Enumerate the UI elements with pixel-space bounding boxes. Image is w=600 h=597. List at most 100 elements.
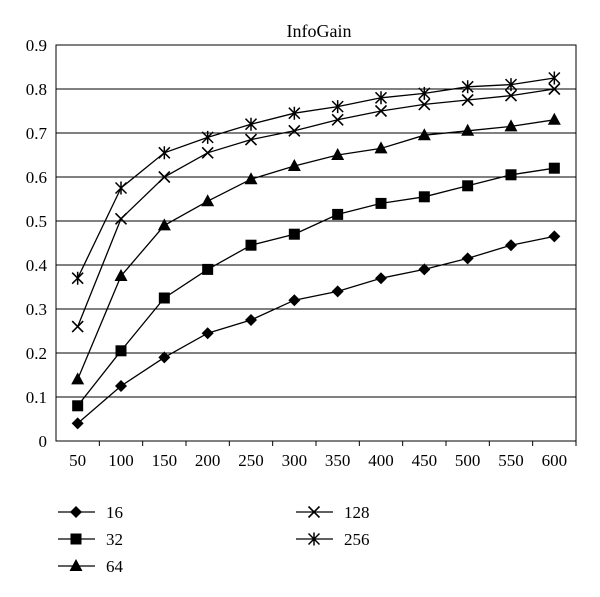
chart-title: InfoGain [287,21,352,41]
data-point [201,130,214,144]
data-point [244,117,258,131]
data-point [374,91,388,105]
data-point [504,119,518,132]
data-point [157,218,171,231]
data-point [158,351,171,364]
data-point [71,372,85,385]
x-tick-label: 550 [498,451,524,470]
y-tick-label: 0.8 [26,80,47,99]
data-point [71,271,84,285]
legend-label: 32 [106,530,123,549]
data-point [505,169,517,181]
x-tick-label: 450 [412,451,438,470]
data-point [374,141,388,154]
data-point [461,93,474,107]
series-line [77,167,555,407]
data-point [504,89,518,102]
legend-marker [307,505,321,519]
data-point [201,194,215,207]
x-tick-label: 200 [195,451,221,470]
data-point [547,112,561,125]
data-point [72,400,84,412]
data-point [202,263,214,275]
series-line [77,77,555,279]
legend-marker [70,533,82,545]
data-point [548,82,561,96]
y-tick-label: 0 [39,432,48,451]
x-tick-label: 50 [69,451,86,470]
data-point [114,181,128,195]
series-64 [71,112,561,385]
x-tick-label: 600 [542,451,568,470]
data-point [462,180,474,192]
data-point [71,320,84,333]
y-tick-label: 0.5 [26,212,47,231]
data-point [244,172,258,185]
data-point [201,327,214,340]
legend: 16 32 64 128 256 [58,503,370,576]
legend-label: 64 [106,557,124,576]
plot-frame [55,44,577,442]
legend-label: 16 [106,503,123,522]
y-tick-label: 0.9 [26,36,47,55]
data-point [115,345,127,357]
data-point [417,128,431,141]
data-point [418,86,431,100]
series-line [77,88,555,327]
y-axis: 0 0.1 0.2 0.3 0.4 0.5 0.6 0.7 0.8 0.9 [26,36,48,451]
data-point [331,100,344,114]
legend-item-32: 32 [58,530,123,549]
legend-label: 128 [344,503,370,522]
y-tick-label: 0.4 [26,256,48,275]
data-point [548,71,561,85]
data-point [374,104,388,118]
legend-item-128: 128 [296,503,370,522]
data-point [331,113,344,126]
data-point [158,170,171,184]
data-point [288,294,301,307]
series-layer [71,71,561,430]
data-point [375,197,387,209]
series-line [77,119,555,380]
data-point [375,272,387,285]
data-point [71,417,84,430]
y-tick-label: 0.2 [26,344,47,363]
data-point [461,252,474,265]
legend-marker [69,559,83,571]
data-point [114,212,128,225]
series-line [77,235,555,424]
data-point [245,239,257,251]
legend-label: 256 [344,530,370,549]
data-point [158,146,171,160]
data-point [244,133,258,146]
series-16 [71,230,561,430]
data-point [331,148,345,160]
x-tick-label: 350 [325,451,351,470]
data-point [504,78,518,92]
legend-marker [307,532,321,546]
data-point [201,146,214,159]
data-point [288,106,301,120]
x-tick-label: 100 [108,451,134,470]
grid [56,88,576,398]
data-point [548,162,560,174]
y-tick-label: 0.1 [26,388,47,407]
data-point [461,80,474,94]
data-point [461,123,475,136]
x-tick-label: 150 [152,451,178,470]
data-point [114,269,128,281]
data-point [245,314,257,326]
data-point [288,124,301,137]
series-256 [71,71,561,285]
data-point [158,292,170,304]
x-tick-label: 400 [368,451,394,470]
legend-item-256: 256 [296,530,370,549]
legend-item-16: 16 [58,503,123,522]
data-point [548,230,561,243]
y-tick-label: 0.3 [26,300,47,319]
data-point [418,98,431,111]
y-tick-label: 0.6 [26,168,47,187]
x-tick-label: 300 [282,451,308,470]
data-point [115,380,127,392]
